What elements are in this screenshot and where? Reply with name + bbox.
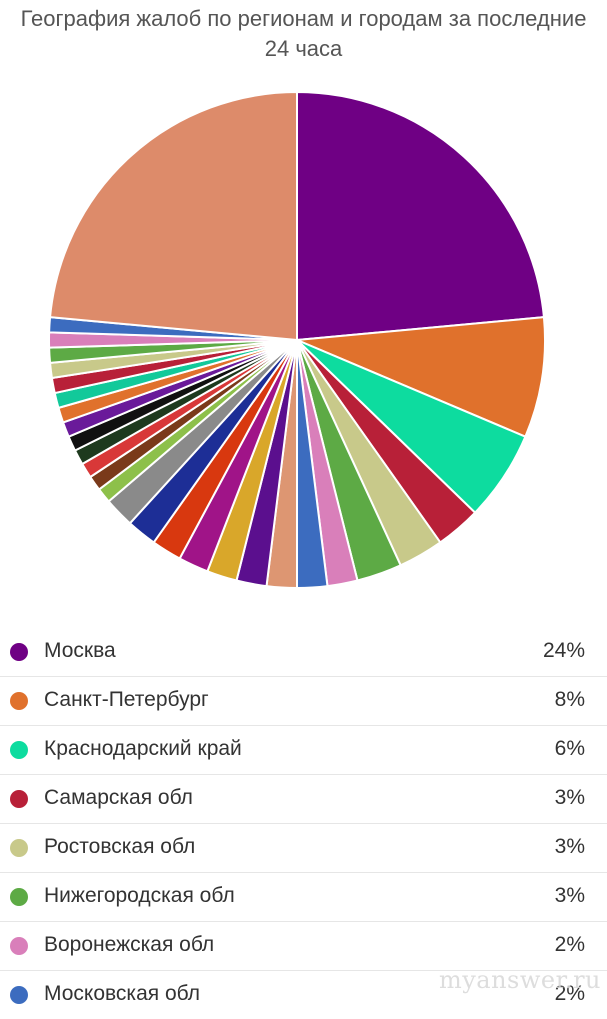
pie-slice-2[interactable] bbox=[296, 316, 546, 438]
watermark: myanswer.ru bbox=[438, 966, 601, 994]
legend-label: Нижегородская обл bbox=[44, 884, 235, 907]
legend-marker bbox=[10, 741, 28, 759]
legend-marker bbox=[10, 692, 28, 710]
legend-marker bbox=[10, 937, 28, 955]
legend-marker bbox=[10, 888, 28, 906]
pie-slice-29[interactable] bbox=[49, 91, 298, 341]
legend-value: 3% bbox=[554, 884, 585, 907]
legend-label: Москва bbox=[44, 639, 116, 662]
pie-slice-1[interactable] bbox=[296, 91, 545, 341]
legend-value: 2% bbox=[554, 982, 585, 1005]
legend-row-krasnodarskiy-kray[interactable]: Краснодарский край 6% bbox=[0, 726, 607, 775]
legend-row-samarskaya-obl[interactable]: Самарская обл 3% bbox=[0, 775, 607, 824]
legend-value: 3% bbox=[554, 835, 585, 858]
legend-marker bbox=[10, 839, 28, 857]
legend-marker bbox=[10, 790, 28, 808]
legend-label: Воронежская обл bbox=[44, 933, 215, 956]
legend-value: 2% bbox=[554, 933, 585, 956]
legend-marker bbox=[10, 986, 28, 1004]
legend-label: Санкт-Петербург bbox=[44, 688, 209, 711]
legend-label: Ростовская обл bbox=[44, 835, 196, 858]
legend-value: 24% bbox=[542, 639, 585, 662]
legend-label: Московская обл bbox=[44, 982, 200, 1005]
legend-row-voronezhskaya-obl[interactable]: Воронежская обл 2% bbox=[0, 922, 607, 971]
legend-row-rostovskaya-obl[interactable]: Ростовская обл 3% bbox=[0, 824, 607, 873]
pie-chart bbox=[48, 91, 546, 589]
pie-slices bbox=[48, 91, 546, 589]
legend-row-moskva[interactable]: Москва 24% bbox=[0, 628, 607, 677]
legend-marker bbox=[10, 643, 28, 661]
legend-row-sankt-peterburg[interactable]: Санкт-Петербург 8% bbox=[0, 677, 607, 726]
legend-value: 6% bbox=[554, 737, 585, 760]
legend: Москва 24% Санкт-Петербург 8% Краснодарс… bbox=[0, 628, 607, 1019]
legend-row-nizhegorodskaya-obl[interactable]: Нижегородская обл 3% bbox=[0, 873, 607, 922]
legend-label: Краснодарский край bbox=[44, 737, 242, 760]
legend-value: 8% bbox=[554, 688, 585, 711]
legend-label: Самарская обл bbox=[44, 786, 193, 809]
chart-title: География жалоб по регионам и городам за… bbox=[20, 6, 587, 61]
legend-value: 3% bbox=[554, 786, 585, 809]
